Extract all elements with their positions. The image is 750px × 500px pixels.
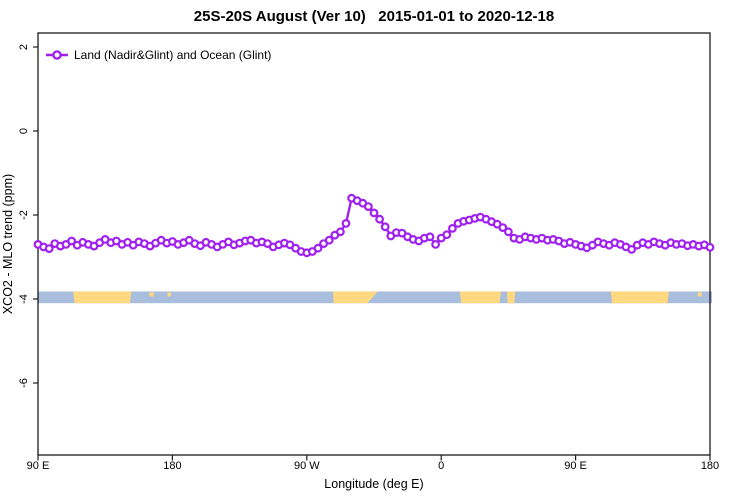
data-point-marker <box>442 230 452 240</box>
data-point-marker <box>448 223 457 233</box>
x-tick-label: 180 <box>163 460 181 472</box>
data-point-marker <box>504 227 513 237</box>
data-point-marker <box>341 218 351 228</box>
data-series <box>33 193 715 258</box>
x-tick-label: 180 <box>701 460 719 472</box>
island-speck-fiji <box>167 292 171 297</box>
y-tick-label: -2 <box>18 210 30 220</box>
data-point-marker <box>324 235 334 245</box>
island-speck-new-caledonia <box>149 292 154 297</box>
x-tick-label: 90 E <box>27 460 50 472</box>
data-point-marker <box>431 239 441 249</box>
data-point-marker <box>375 214 385 224</box>
land-segment-south-america <box>332 291 378 304</box>
legend-label: Land (Nadir&Glint) and Ocean (Glint) <box>74 48 271 62</box>
island-speck-fiji-2 <box>697 292 702 297</box>
land-segment-australia <box>73 291 132 304</box>
data-point-marker <box>369 208 379 218</box>
legend: Land (Nadir&Glint) and Ocean (Glint) <box>46 48 271 62</box>
figure-title: 25S-20S August (Ver 10) 2015-01-01 to 20… <box>194 8 554 25</box>
x-axis-ticks: 90 E 180 90 W 0 90 E 180 <box>27 455 719 472</box>
y-tick-label: 0 <box>18 128 30 134</box>
y-tick-label: 2 <box>18 44 30 50</box>
data-point-marker <box>380 222 390 232</box>
data-point-marker <box>44 244 54 254</box>
x-tick-label: 0 <box>438 460 444 472</box>
data-point-marker <box>627 244 636 254</box>
y-tick-label: -4 <box>18 294 30 304</box>
y-axis-ticks: 2 0 -2 -4 -6 <box>18 44 38 388</box>
x-tick-label: 90 W <box>294 460 320 472</box>
y-axis-title: XCO2 - MLO trend (ppm) <box>1 174 15 314</box>
map-strip <box>38 291 712 304</box>
data-point-marker <box>336 227 345 237</box>
y-tick-label: -6 <box>18 378 30 388</box>
data-point-marker <box>364 202 373 212</box>
x-axis-title: Longitude (deg E) <box>324 477 423 491</box>
data-point-marker <box>498 223 508 233</box>
land-segment-africa <box>459 291 501 304</box>
legend-marker-icon <box>46 50 68 60</box>
x-tick-label: 90 E <box>564 460 587 472</box>
ocean-strip <box>38 291 712 304</box>
legend-point-icon <box>52 50 62 60</box>
land-segment-australia-2 <box>610 291 669 304</box>
land-segment-madagascar <box>506 291 516 304</box>
data-point-marker <box>67 236 76 246</box>
data-point-marker <box>313 243 323 253</box>
data-point-marker <box>705 242 715 252</box>
data-point-marker <box>425 232 435 242</box>
